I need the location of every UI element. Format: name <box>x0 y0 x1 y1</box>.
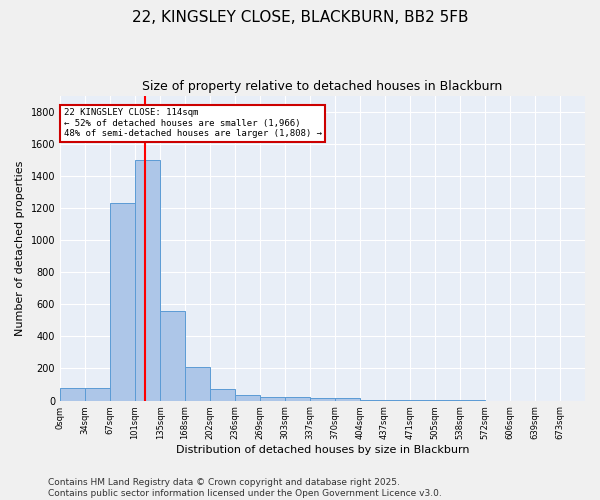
Bar <box>285 398 310 400</box>
Bar <box>310 398 335 400</box>
Title: Size of property relative to detached houses in Blackburn: Size of property relative to detached ho… <box>142 80 503 93</box>
Y-axis label: Number of detached properties: Number of detached properties <box>15 160 25 336</box>
Bar <box>135 160 160 400</box>
Bar <box>260 396 285 400</box>
Bar <box>110 203 135 400</box>
Text: 22 KINGSLEY CLOSE: 114sqm
← 52% of detached houses are smaller (1,966)
48% of se: 22 KINGSLEY CLOSE: 114sqm ← 52% of detac… <box>64 108 322 138</box>
Bar <box>185 367 210 400</box>
Bar <box>235 395 260 400</box>
Bar <box>210 388 235 400</box>
Bar <box>60 388 85 400</box>
Bar <box>85 388 110 400</box>
Text: Contains HM Land Registry data © Crown copyright and database right 2025.
Contai: Contains HM Land Registry data © Crown c… <box>48 478 442 498</box>
X-axis label: Distribution of detached houses by size in Blackburn: Distribution of detached houses by size … <box>176 445 469 455</box>
Bar <box>160 310 185 400</box>
Bar <box>335 398 360 400</box>
Text: 22, KINGSLEY CLOSE, BLACKBURN, BB2 5FB: 22, KINGSLEY CLOSE, BLACKBURN, BB2 5FB <box>132 10 468 25</box>
